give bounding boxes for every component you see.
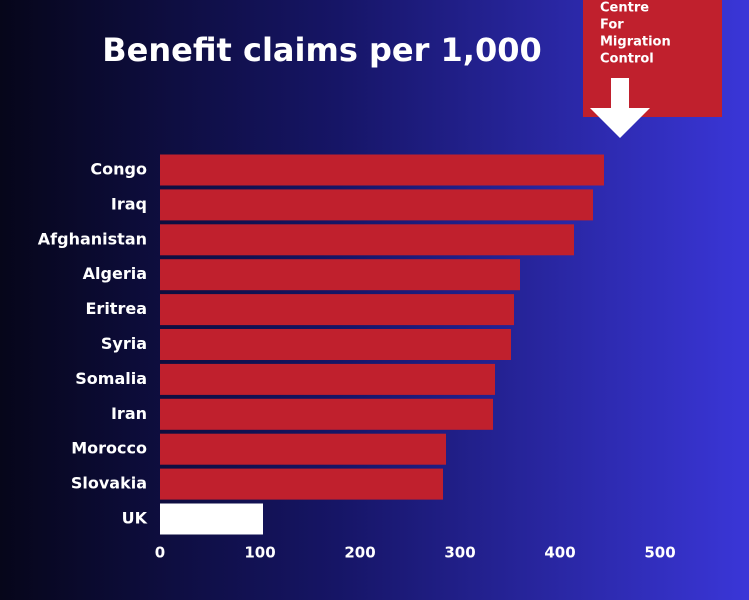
bar — [160, 329, 511, 360]
bar — [160, 189, 593, 221]
y-tick-label: Syria — [101, 334, 147, 353]
logo-text: For — [600, 18, 624, 33]
x-tick-label: 400 — [544, 544, 575, 562]
x-tick-label: 0 — [155, 544, 165, 562]
chart-title: Benefit claims per 1,000 — [102, 31, 542, 69]
bar — [160, 503, 263, 535]
y-tick-label: Eritrea — [86, 299, 148, 318]
x-tick-label: 100 — [244, 544, 275, 562]
logo-box — [583, 0, 722, 117]
bar — [160, 154, 604, 186]
bar — [160, 259, 520, 291]
bar — [160, 433, 446, 465]
bar — [160, 294, 514, 326]
y-tick-label: UK — [122, 509, 148, 528]
bar — [160, 468, 443, 500]
logo-text: Control — [600, 52, 654, 67]
x-tick-label: 500 — [644, 544, 675, 562]
x-tick-label: 200 — [344, 544, 375, 562]
logo-arrow — [590, 78, 650, 138]
y-tick-label: Somalia — [75, 369, 147, 388]
logo-text: Centre — [600, 1, 649, 16]
y-tick-label: Iraq — [111, 194, 147, 213]
y-tick-label: Congo — [90, 160, 147, 179]
y-tick-label: Algeria — [83, 264, 147, 283]
logo-text: Migration — [600, 35, 671, 50]
y-tick-label: Iran — [111, 404, 147, 423]
y-tick-label: Afghanistan — [38, 229, 147, 248]
bar — [160, 363, 495, 395]
bar — [160, 398, 493, 430]
y-tick-label: Slovakia — [71, 474, 147, 493]
x-tick-label: 300 — [444, 544, 475, 562]
bar — [160, 224, 574, 256]
y-tick-label: Morocco — [71, 439, 147, 458]
